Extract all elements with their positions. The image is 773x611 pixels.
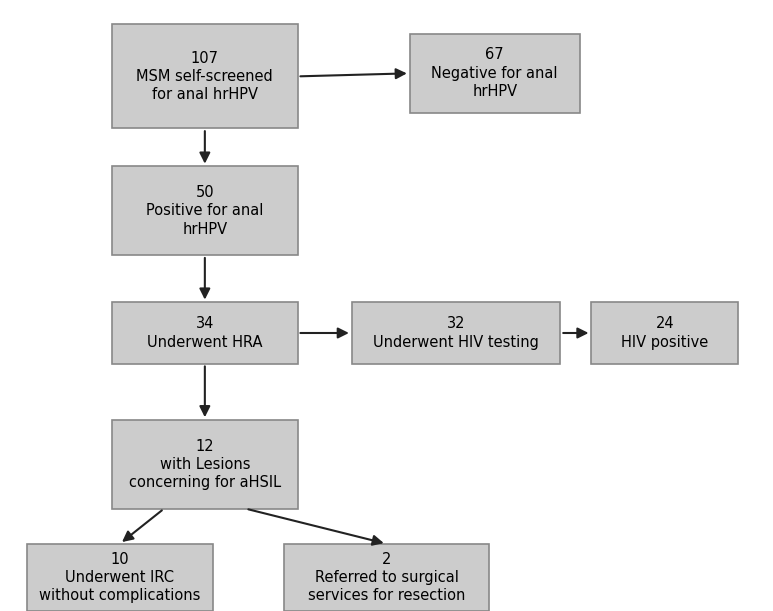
Text: Referred to surgical: Referred to surgical xyxy=(315,570,458,585)
Text: 67: 67 xyxy=(485,48,504,62)
Text: Positive for anal: Positive for anal xyxy=(146,203,264,218)
Text: 34: 34 xyxy=(196,316,214,331)
FancyBboxPatch shape xyxy=(27,544,213,611)
Text: Underwent HRA: Underwent HRA xyxy=(147,335,263,349)
Text: hrHPV: hrHPV xyxy=(182,222,227,236)
Text: 107: 107 xyxy=(191,51,219,65)
FancyBboxPatch shape xyxy=(112,302,298,364)
FancyBboxPatch shape xyxy=(112,420,298,508)
FancyBboxPatch shape xyxy=(284,544,489,611)
Text: without complications: without complications xyxy=(39,588,200,603)
FancyBboxPatch shape xyxy=(112,24,298,128)
Text: Negative for anal: Negative for anal xyxy=(431,66,558,81)
Text: concerning for aHSIL: concerning for aHSIL xyxy=(129,475,281,490)
Text: 24: 24 xyxy=(656,316,674,331)
Text: services for resection: services for resection xyxy=(308,588,465,603)
Text: MSM self-screened: MSM self-screened xyxy=(137,69,273,84)
Text: for anal hrHPV: for anal hrHPV xyxy=(152,87,258,102)
FancyBboxPatch shape xyxy=(591,302,738,364)
Text: 50: 50 xyxy=(196,185,214,200)
Text: HIV positive: HIV positive xyxy=(621,335,708,349)
FancyBboxPatch shape xyxy=(352,302,560,364)
Text: 32: 32 xyxy=(447,316,465,331)
FancyBboxPatch shape xyxy=(112,166,298,255)
Text: hrHPV: hrHPV xyxy=(472,84,517,99)
FancyBboxPatch shape xyxy=(410,34,580,113)
Text: Underwent HIV testing: Underwent HIV testing xyxy=(373,335,539,349)
Text: 2: 2 xyxy=(382,552,391,566)
Text: 10: 10 xyxy=(111,552,129,566)
Text: with Lesions: with Lesions xyxy=(159,457,250,472)
Text: Underwent IRC: Underwent IRC xyxy=(65,570,175,585)
Text: 12: 12 xyxy=(196,439,214,453)
